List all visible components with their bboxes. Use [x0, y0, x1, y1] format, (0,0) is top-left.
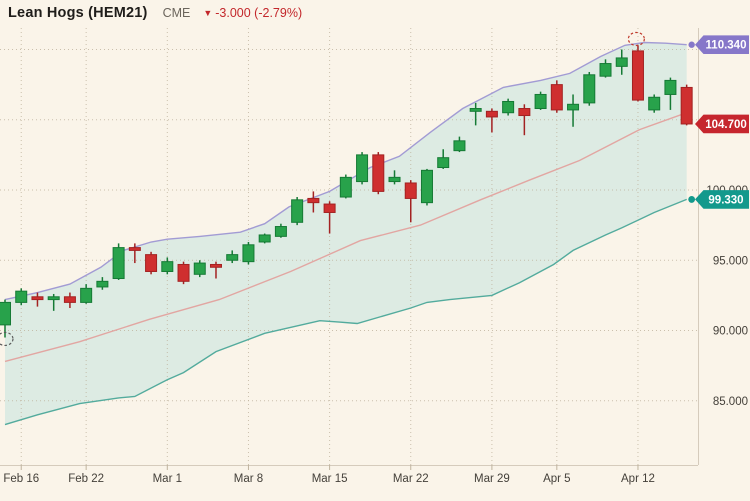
candle-body[interactable]	[453, 140, 466, 152]
candle-body[interactable]	[193, 262, 206, 275]
chart-header: Lean Hogs (HEM21) CME ▼ -3.000 (-2.79%)	[8, 5, 302, 27]
candle-body[interactable]	[339, 176, 352, 198]
candle-body[interactable]	[534, 93, 547, 110]
price-tag-label: 110.340	[706, 40, 747, 52]
bollinger-lower-line	[4, 198, 687, 426]
upper-band-end-dot	[688, 41, 695, 48]
y-tick-label: 95.000	[713, 255, 748, 267]
candle-body[interactable]	[388, 176, 401, 183]
candle-body[interactable]	[664, 79, 677, 95]
down-triangle-icon: ▼	[203, 8, 213, 18]
instrument-title: Lean Hogs (HEM21)	[8, 5, 148, 21]
candle-body[interactable]	[31, 296, 44, 301]
candle-body[interactable]	[161, 261, 174, 272]
candle-body[interactable]	[242, 244, 255, 263]
candle-body[interactable]	[258, 234, 271, 243]
candle-body[interactable]	[567, 103, 580, 111]
candle-body[interactable]	[209, 263, 222, 268]
price-tag-last-price	[695, 114, 749, 134]
candle-body[interactable]	[177, 263, 190, 282]
y-tick-label: 85.000	[713, 396, 748, 408]
x-tick-label: Apr 5	[543, 473, 571, 485]
candle-body[interactable]	[599, 63, 612, 77]
candle-body[interactable]	[226, 254, 239, 261]
price-tag-label: 104.700	[705, 119, 747, 131]
candle-body[interactable]	[583, 74, 596, 104]
candle-body[interactable]	[372, 154, 385, 192]
x-tick-label: Mar 15	[312, 473, 348, 485]
bollinger-band-fill	[5, 42, 687, 425]
candle-body[interactable]	[469, 108, 482, 112]
candle-body[interactable]	[502, 100, 515, 114]
candle-body[interactable]	[128, 247, 141, 251]
x-tick-label: Mar 1	[153, 473, 182, 485]
x-tick-label: Mar 8	[234, 473, 263, 485]
price-tag-lower-band	[695, 190, 749, 209]
x-tick-label: Feb 16	[3, 473, 39, 485]
low-annotation-circle	[0, 331, 14, 347]
candle-body[interactable]	[63, 296, 76, 303]
candle-body[interactable]	[615, 57, 628, 67]
candle-body[interactable]	[420, 169, 433, 204]
candle-body[interactable]	[631, 50, 644, 101]
candle-body[interactable]	[47, 296, 60, 301]
candle-body[interactable]	[291, 199, 304, 223]
candle-body[interactable]	[680, 86, 693, 125]
x-tick-label: Mar 22	[393, 473, 429, 485]
candle-body[interactable]	[485, 110, 498, 118]
candle-body[interactable]	[15, 290, 28, 303]
x-tick-label: Apr 12	[621, 473, 655, 485]
candle-body[interactable]	[307, 197, 320, 204]
candle-body[interactable]	[96, 280, 109, 288]
moving-average-line	[4, 112, 687, 363]
candle-body[interactable]	[80, 287, 93, 303]
x-tick-label: Feb 22	[68, 473, 104, 485]
price-change: ▼ -3.000 (-2.79%)	[203, 6, 302, 20]
change-text: -3.000 (-2.79%)	[215, 6, 303, 20]
candle-body[interactable]	[0, 301, 11, 326]
price-tag-upper-band	[695, 35, 749, 55]
candle-body[interactable]	[437, 157, 450, 169]
x-tick-label: Mar 29	[474, 473, 510, 485]
price-tag-label: 99.330	[708, 194, 743, 206]
candle-body[interactable]	[518, 108, 531, 117]
lower-band-end-dot	[688, 196, 696, 203]
candle-body[interactable]	[145, 254, 158, 272]
candle-body[interactable]	[323, 203, 336, 213]
candle-body[interactable]	[404, 182, 417, 199]
candle-body[interactable]	[356, 154, 369, 183]
exchange-label: CME	[162, 6, 191, 20]
candle-body[interactable]	[550, 84, 563, 111]
high-annotation-circle	[627, 31, 645, 47]
candle-body[interactable]	[274, 226, 287, 237]
candle-body[interactable]	[648, 96, 661, 111]
y-tick-label: 90.000	[713, 326, 748, 338]
candle-body[interactable]	[112, 247, 125, 280]
